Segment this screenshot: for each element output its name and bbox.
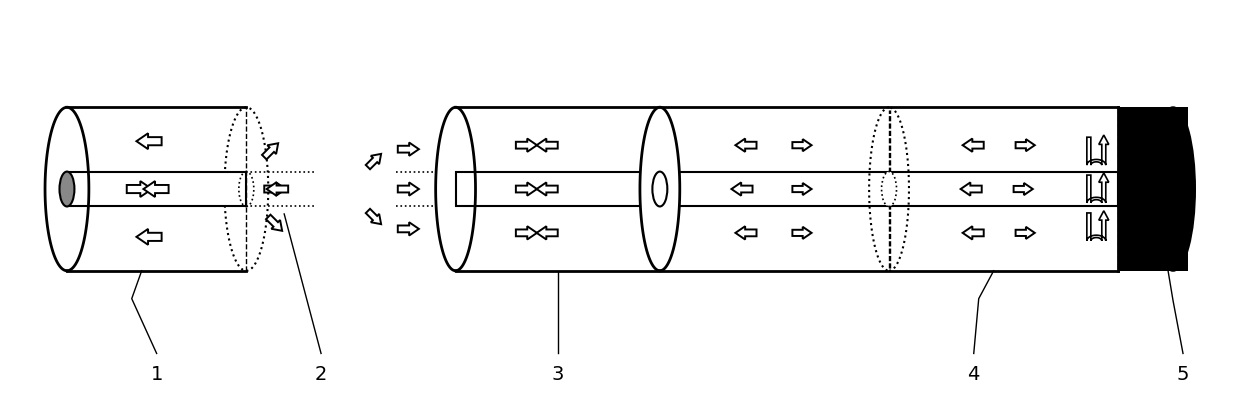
Polygon shape	[792, 227, 811, 239]
Polygon shape	[961, 182, 982, 196]
Text: 1: 1	[150, 365, 162, 385]
Ellipse shape	[1151, 107, 1195, 271]
Polygon shape	[792, 139, 811, 151]
Polygon shape	[1086, 173, 1109, 203]
Ellipse shape	[652, 172, 667, 206]
Text: 2: 2	[315, 365, 327, 385]
Polygon shape	[1013, 183, 1033, 195]
Bar	[67, 172, 247, 206]
Text: 5: 5	[1177, 365, 1189, 385]
Polygon shape	[537, 182, 558, 196]
Polygon shape	[264, 182, 286, 196]
Ellipse shape	[640, 107, 680, 271]
Polygon shape	[144, 181, 169, 197]
Polygon shape	[1016, 139, 1034, 151]
Polygon shape	[267, 215, 283, 231]
Polygon shape	[366, 209, 381, 224]
Polygon shape	[537, 139, 558, 152]
Polygon shape	[516, 139, 537, 152]
Polygon shape	[267, 182, 288, 196]
Text: 3: 3	[552, 365, 564, 385]
Polygon shape	[398, 222, 419, 236]
Polygon shape	[735, 226, 756, 240]
Polygon shape	[962, 139, 983, 152]
Bar	[1118, 107, 1188, 271]
Polygon shape	[962, 226, 983, 240]
Polygon shape	[126, 181, 153, 197]
Ellipse shape	[45, 107, 89, 271]
Polygon shape	[732, 182, 753, 196]
Polygon shape	[398, 143, 419, 156]
Polygon shape	[1016, 227, 1034, 239]
Polygon shape	[1086, 211, 1109, 241]
Polygon shape	[398, 182, 419, 196]
Polygon shape	[516, 226, 537, 240]
Polygon shape	[136, 133, 161, 149]
Polygon shape	[516, 182, 537, 196]
Text: 4: 4	[967, 365, 980, 385]
Polygon shape	[262, 143, 278, 160]
Ellipse shape	[882, 172, 897, 206]
Ellipse shape	[435, 107, 475, 271]
Polygon shape	[1086, 135, 1109, 165]
Polygon shape	[366, 154, 381, 169]
Ellipse shape	[60, 172, 74, 206]
Polygon shape	[537, 226, 558, 240]
Polygon shape	[136, 229, 161, 245]
Polygon shape	[735, 139, 756, 152]
Bar	[455, 172, 1118, 206]
Polygon shape	[792, 183, 811, 195]
